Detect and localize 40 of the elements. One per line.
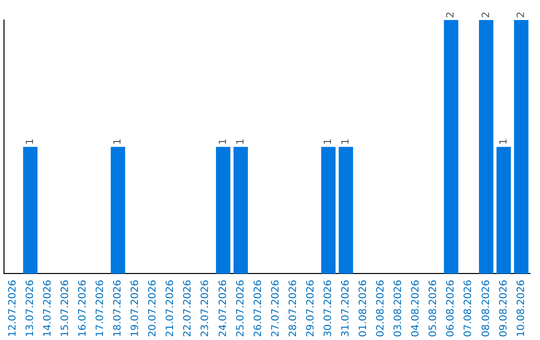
data-label: 1 — [235, 138, 246, 145]
x-tick-label: 16.07.2026 — [77, 280, 88, 338]
x-tick-label: 26.07.2026 — [252, 280, 264, 338]
x-tick-label: 30.07.2026 — [322, 280, 334, 338]
x-tick-label: 14.07.2026 — [42, 280, 54, 338]
x-tick-label: 19.07.2026 — [130, 280, 142, 338]
data-label: 1 — [112, 138, 124, 145]
data-label: 2 — [516, 12, 527, 18]
x-tick-label: 28.07.2026 — [288, 280, 299, 338]
x-tick-label: 08.08.2026 — [480, 280, 492, 338]
x-tick-label: 12.07.2026 — [7, 280, 18, 338]
x-tick-label: 20.07.2026 — [148, 280, 159, 338]
x-tick-label: 24.07.2026 — [218, 280, 229, 338]
x-tick-label: 07.08.2026 — [463, 280, 474, 338]
x-tick-label: 03.08.2026 — [393, 280, 404, 338]
x-tick-label: 25.07.2026 — [235, 280, 246, 338]
data-label: 1 — [498, 138, 510, 145]
data-label: 1 — [322, 138, 334, 145]
data-label: 1 — [340, 138, 352, 145]
x-tick-label: 09.08.2026 — [498, 280, 510, 338]
x-tick-label: 23.07.2026 — [200, 280, 212, 338]
x-tick-label: 17.07.2026 — [95, 280, 106, 338]
x-tick-label: 31.07.2026 — [340, 280, 352, 338]
x-tick-label: 22.07.2026 — [182, 280, 194, 338]
x-tick-label: 05.08.2026 — [428, 280, 440, 338]
x-tick-label: 10.08.2026 — [516, 280, 527, 338]
data-label: 2 — [446, 12, 457, 18]
x-tick-label: 02.08.2026 — [376, 280, 387, 338]
x-tick-label: 06.08.2026 — [446, 280, 457, 338]
data-label: 1 — [218, 138, 229, 145]
x-tick-label: 01.08.2026 — [358, 280, 370, 338]
data-label: 1 — [24, 138, 36, 145]
x-tick-label: 21.07.2026 — [165, 280, 176, 338]
x-tick-label: 15.07.2026 — [60, 280, 71, 338]
x-tick-label: 29.07.2026 — [305, 280, 316, 338]
x-tick-label: 13.07.2026 — [24, 280, 36, 338]
x-tick-label: 04.08.2026 — [410, 280, 422, 338]
data-label: 2 — [480, 12, 492, 18]
x-tick-label: 18.07.2026 — [112, 280, 124, 338]
x-tick-label: 27.07.2026 — [270, 280, 282, 338]
